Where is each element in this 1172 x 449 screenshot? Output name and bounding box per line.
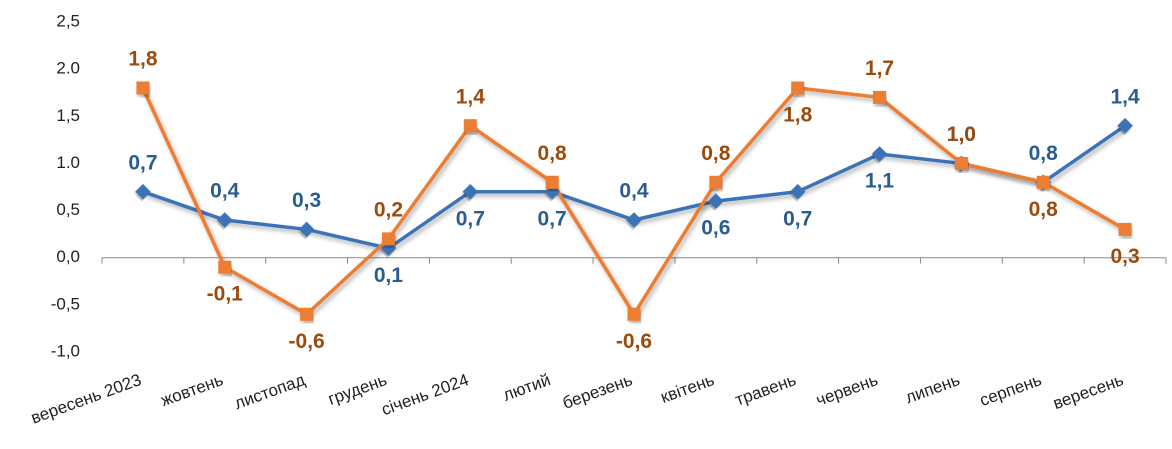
data-label: 0,8 (538, 142, 568, 165)
marker (871, 146, 888, 162)
marker (218, 260, 232, 274)
marker (627, 307, 641, 321)
marker (709, 175, 723, 189)
data-label: 0,7 (128, 151, 157, 174)
marker (135, 183, 151, 200)
data-label: 1,8 (783, 104, 813, 127)
data-label: 1,0 (947, 123, 976, 146)
y-tick-label: 0,0 (56, 247, 80, 266)
x-tick-label: червень (814, 370, 881, 410)
marker (954, 156, 968, 170)
x-tick-label: березень (560, 370, 635, 413)
data-label: 1,7 (865, 57, 894, 80)
data-label: 0,7 (456, 207, 485, 230)
data-label: 0,4 (210, 180, 240, 203)
data-label: 0,6 (701, 217, 730, 240)
x-tick-label: січень 2024 (379, 370, 471, 419)
data-label: 0,4 (619, 180, 649, 203)
data-label: 1,1 (865, 170, 895, 193)
marker (873, 90, 887, 104)
y-tick-label: 1,5 (56, 106, 80, 125)
marker (1036, 175, 1050, 189)
data-label: 0,3 (292, 189, 321, 212)
data-label: -0,6 (289, 330, 325, 353)
data-label: -0,1 (207, 283, 244, 306)
marker (626, 212, 642, 228)
y-tick-label: 1.0 (56, 153, 80, 172)
marker (789, 183, 806, 200)
x-tick-label: жовтень (158, 370, 226, 410)
x-tick-label: листопад (232, 370, 308, 413)
data-label: 0,7 (783, 207, 812, 230)
data-label: 1,8 (128, 48, 158, 71)
marker (298, 221, 315, 238)
data-label: 0,7 (538, 207, 567, 230)
x-tick-label: вересень 2023 (28, 370, 143, 428)
x-tick-label: серпень (977, 370, 1044, 410)
marker (708, 193, 724, 209)
data-label: 0,8 (701, 142, 731, 165)
marker (791, 81, 805, 95)
data-label: 0,8 (1029, 198, 1059, 221)
x-tick-label: липень (903, 370, 963, 407)
y-tick-label: 0,5 (56, 200, 80, 219)
marker (381, 232, 395, 246)
data-label: 0,3 (1110, 245, 1139, 268)
data-label: 1,0 (947, 123, 976, 146)
marker (216, 212, 233, 228)
data-label: 1,4 (456, 85, 486, 108)
x-tick-label: травень (733, 370, 799, 410)
x-tick-label: вересень (1051, 370, 1127, 413)
y-tick-label: -0,5 (51, 294, 80, 313)
marker (1117, 117, 1133, 134)
data-label: -0,6 (616, 330, 652, 353)
y-tick-label: -1,0 (51, 341, 80, 360)
marker (545, 175, 559, 189)
x-tick-label: лютий (500, 370, 553, 405)
marker (463, 119, 477, 133)
data-label: 0,2 (374, 198, 403, 221)
marker (462, 183, 479, 200)
data-label: 1,4 (1110, 85, 1140, 108)
y-tick-label: 2.0 (56, 59, 80, 78)
y-tick-label: 2,5 (56, 11, 80, 30)
x-tick-label: квітень (658, 370, 717, 407)
data-label: 0,1 (374, 264, 404, 287)
data-label: 0,8 (1029, 142, 1059, 165)
marker (136, 81, 150, 95)
marker (300, 307, 314, 321)
marker (1118, 222, 1132, 236)
